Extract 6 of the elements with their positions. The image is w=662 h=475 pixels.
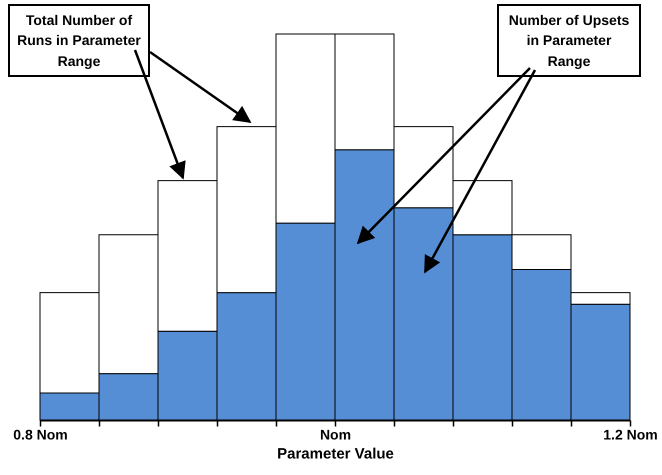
annotation: Number of Upsets in Parameter Range — [497, 4, 641, 77]
x-tick-label: Nom — [320, 426, 352, 442]
x-axis-title: Parameter Value — [277, 446, 394, 462]
x-tick-label: 0.8 Nom — [13, 426, 68, 442]
x-tick-label: 1.2 Nom — [603, 426, 658, 442]
annotation: Total Number of Runs in Parameter Range — [8, 4, 150, 77]
